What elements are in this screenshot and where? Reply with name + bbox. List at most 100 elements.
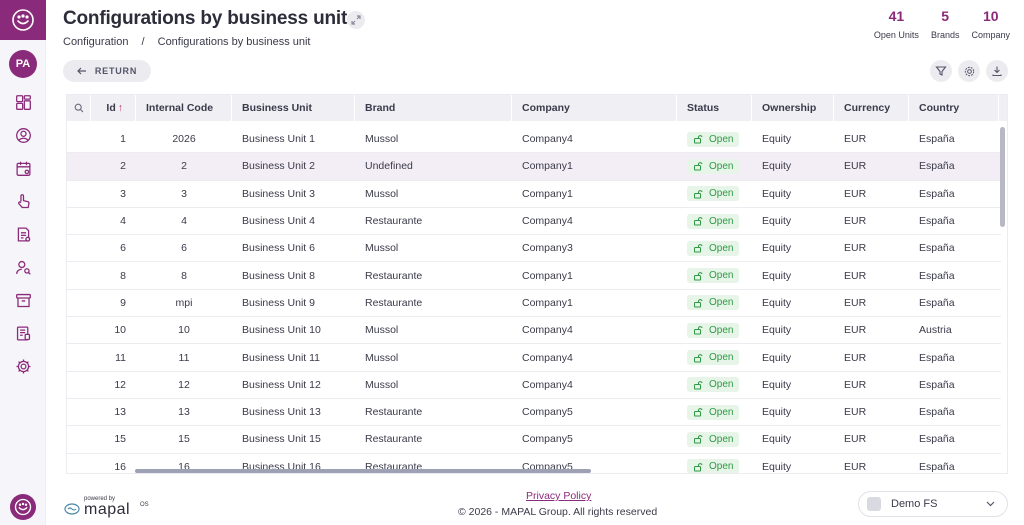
user-circle-icon[interactable] bbox=[13, 125, 33, 145]
breadcrumb-item-configuration[interactable]: Configuration bbox=[63, 36, 129, 48]
cell-currency: EUR bbox=[844, 406, 867, 419]
column-search[interactable] bbox=[67, 95, 91, 121]
row-spacer bbox=[67, 399, 91, 425]
cell-currency: EUR bbox=[844, 187, 867, 200]
cell-country: España bbox=[919, 433, 955, 446]
cell-business-unit: Business Unit 13 bbox=[242, 406, 321, 419]
mapal-os-logo[interactable] bbox=[10, 494, 36, 520]
document-icon[interactable] bbox=[13, 224, 33, 244]
cell-business-unit: Business Unit 12 bbox=[242, 378, 321, 391]
summary-stats: 41 Open Units 5 Brands 10 Company bbox=[862, 8, 1010, 40]
cell-brand: Restaurante bbox=[365, 433, 423, 446]
expand-button[interactable] bbox=[347, 11, 365, 29]
return-button[interactable]: RETURN bbox=[63, 60, 151, 82]
copyright: © 2026 - MAPAL Group. All rights reserve… bbox=[458, 506, 658, 518]
cell-ownership: Equity bbox=[762, 296, 792, 309]
horizontal-scrollbar[interactable] bbox=[135, 469, 591, 473]
status-badge: Open bbox=[687, 213, 740, 229]
cell-internal-code: 8 bbox=[181, 269, 187, 282]
column-header-company[interactable]: Company bbox=[512, 95, 677, 121]
settings-icon[interactable] bbox=[13, 356, 33, 376]
stat-label: Open Units bbox=[873, 30, 919, 40]
table-row[interactable]: 13 13 Business Unit 13 Restaurante Company5 O… bbox=[67, 399, 1001, 427]
unlock-icon bbox=[694, 380, 703, 390]
filter-button[interactable] bbox=[930, 60, 952, 82]
cell-ownership: Equity bbox=[762, 160, 792, 173]
mapal-wave-icon bbox=[64, 503, 80, 515]
app-logo[interactable] bbox=[0, 0, 46, 40]
column-header-internal-code[interactable]: Internal Code bbox=[136, 95, 232, 121]
cell-internal-code: 3 bbox=[181, 187, 187, 200]
environment-label: Demo FS bbox=[891, 498, 938, 510]
stat-label: Brands bbox=[930, 30, 960, 40]
row-spacer bbox=[67, 290, 91, 316]
table-row[interactable]: 9 mpi Business Unit 9 Restaurante Company1 Op… bbox=[67, 290, 1001, 318]
cell-company: Company4 bbox=[522, 215, 573, 228]
column-header-ownership[interactable]: Ownership bbox=[752, 95, 834, 121]
cell-country: España bbox=[919, 215, 955, 228]
unlock-icon bbox=[694, 244, 703, 253]
user-search-icon[interactable] bbox=[13, 257, 33, 277]
cell-company: Company5 bbox=[522, 433, 573, 446]
unlock-icon bbox=[694, 162, 703, 171]
calendar-icon[interactable] bbox=[13, 158, 33, 178]
cell-ownership: Equity bbox=[762, 351, 792, 364]
avatar[interactable]: PA bbox=[9, 50, 37, 78]
column-header-id[interactable]: Id ↑ bbox=[91, 95, 136, 121]
column-header-business-unit[interactable]: Business Unit bbox=[232, 95, 355, 121]
breadcrumb-separator: / bbox=[141, 36, 145, 48]
cell-ownership: Equity bbox=[762, 378, 792, 391]
vertical-scrollbar[interactable] bbox=[1000, 127, 1005, 227]
expand-icon bbox=[351, 15, 361, 25]
table-row[interactable]: 2 2 Business Unit 2 Undefined Company1 Open Eq… bbox=[67, 153, 1001, 181]
stat-value: 41 bbox=[888, 8, 905, 24]
cell-id: 12 bbox=[114, 378, 126, 391]
return-label: RETURN bbox=[94, 66, 138, 76]
row-spacer bbox=[67, 126, 91, 152]
cell-ownership: Equity bbox=[762, 133, 792, 146]
filter-icon bbox=[935, 66, 947, 76]
hand-pointer-icon[interactable] bbox=[13, 191, 33, 211]
archive-icon[interactable] bbox=[13, 290, 33, 310]
environment-select[interactable]: Demo FS bbox=[858, 491, 1008, 517]
table-row[interactable]: 4 4 Business Unit 4 Restaurante Company4 Open… bbox=[67, 208, 1001, 236]
cell-status: Open bbox=[677, 372, 752, 398]
table-row[interactable]: 6 6 Business Unit 6 Mussol Company3 Open Equit… bbox=[67, 235, 1001, 263]
cell-internal-code: 2 bbox=[181, 160, 187, 173]
table-row[interactable]: 12 12 Business Unit 12 Mussol Company4 Open Eq… bbox=[67, 372, 1001, 399]
column-header-country[interactable]: Country bbox=[909, 95, 999, 121]
cell-brand: Mussol bbox=[365, 351, 399, 364]
table-row[interactable]: 10 10 Business Unit 10 Mussol Company4 Open Eq… bbox=[67, 317, 1001, 345]
stat-brands: 5 Brands bbox=[931, 8, 960, 40]
row-spacer bbox=[67, 454, 91, 473]
cell-company: Company1 bbox=[522, 269, 573, 282]
table-row[interactable]: 16 16 Business Unit 16 Restaurante Company5 O… bbox=[67, 454, 1001, 473]
mapal-logo-icon bbox=[14, 498, 32, 516]
status-badge: Open bbox=[687, 158, 740, 174]
download-button[interactable] bbox=[986, 60, 1008, 82]
table-row[interactable]: 8 8 Business Unit 8 Restaurante Company1 Open… bbox=[67, 262, 1001, 290]
privacy-policy-link[interactable]: Privacy Policy bbox=[526, 490, 592, 502]
sidebar: PA bbox=[0, 0, 46, 525]
table-row[interactable]: 3 3 Business Unit 3 Mussol Company1 Open Equit… bbox=[67, 181, 1001, 208]
cell-country: España bbox=[919, 378, 955, 391]
cell-business-unit: Business Unit 9 bbox=[242, 296, 315, 309]
column-header-brand[interactable]: Brand bbox=[355, 95, 512, 121]
cell-internal-code: 15 bbox=[178, 433, 190, 446]
cell-country: España bbox=[919, 242, 955, 255]
table-row[interactable]: 1 2026 Business Unit 1 Mussol Company4 Open Eq… bbox=[67, 126, 1001, 154]
dashboard-icon[interactable] bbox=[13, 92, 33, 112]
cell-company: Company4 bbox=[522, 378, 573, 391]
mapal-logo-icon bbox=[12, 9, 34, 31]
table-row[interactable]: 11 11 Business Unit 11 Mussol Company4 Open Eq… bbox=[67, 344, 1001, 372]
column-header-status[interactable]: Status bbox=[677, 95, 752, 121]
breadcrumb-item-current: Configurations by business unit bbox=[157, 36, 311, 48]
table-row[interactable]: 15 15 Business Unit 15 Restaurante Company5 O… bbox=[67, 426, 1001, 454]
report-icon[interactable] bbox=[13, 323, 33, 343]
settings-button[interactable] bbox=[958, 60, 980, 82]
status-badge: Open bbox=[687, 186, 740, 202]
column-header-currency[interactable]: Currency bbox=[834, 95, 909, 121]
cell-brand: Mussol bbox=[365, 133, 399, 146]
status-label: Open bbox=[709, 188, 734, 200]
chevron-down-icon bbox=[986, 501, 995, 507]
